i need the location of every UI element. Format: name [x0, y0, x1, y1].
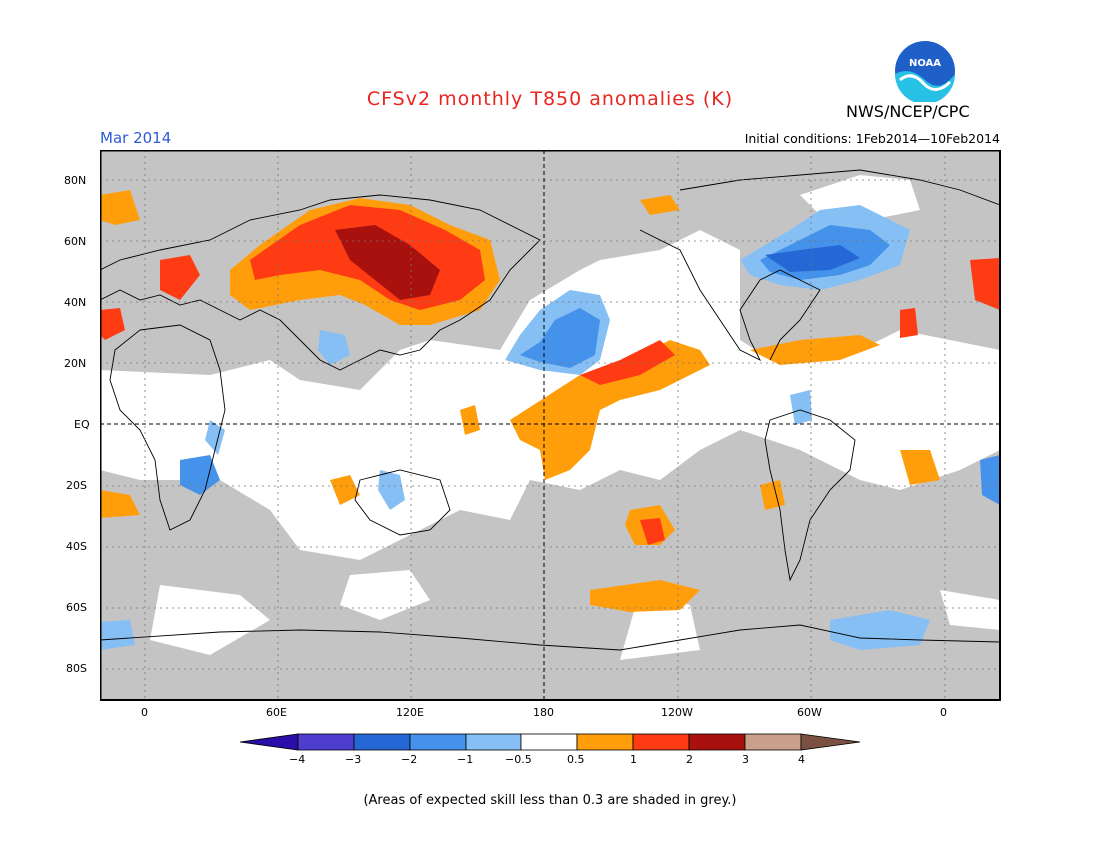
- chart-title: CFSv2 monthly T850 anomalies (K): [366, 88, 734, 110]
- positive-anomaly-regions: [100, 190, 1000, 612]
- colorbar-segment: [520, 733, 578, 751]
- colorbar-segment: [632, 733, 690, 751]
- colorbar-label: −4: [289, 753, 306, 766]
- lon-label: 0: [940, 706, 947, 719]
- lon-label: 60W: [797, 706, 822, 719]
- logo-text: NOAA: [909, 58, 941, 69]
- colorbar-label: −2: [401, 753, 418, 766]
- lat-label: 20N: [64, 357, 87, 370]
- lat-label: 40S: [66, 540, 87, 553]
- lon-label: 0: [141, 706, 148, 719]
- lat-label: 20S: [66, 479, 87, 492]
- colorbar-label: 2: [686, 753, 693, 766]
- colorbar-label: −1: [457, 753, 474, 766]
- initial-conditions: Initial conditions: 1Feb2014—10Feb2014: [744, 131, 1000, 146]
- skill-footnote: (Areas of expected skill less than 0.3 a…: [363, 793, 737, 808]
- equator-dateline: [100, 150, 1000, 700]
- lon-label: 120W: [661, 706, 693, 719]
- colorbar-label: 3: [742, 753, 749, 766]
- colorbar-segment: [800, 733, 861, 751]
- lon-label: 60E: [266, 706, 287, 719]
- colorbar-segment: [239, 733, 299, 751]
- colorbar-segment: [353, 733, 411, 751]
- negative-anomaly-regions: [100, 205, 1000, 650]
- colorbar-label: 1: [630, 753, 637, 766]
- lat-label: 40N: [64, 296, 87, 309]
- colorbar: [239, 733, 862, 757]
- lat-label: 80N: [64, 174, 87, 187]
- colorbar-label: −0.5: [505, 753, 532, 766]
- colorbar-segment: [688, 733, 746, 751]
- lon-label: 120E: [396, 706, 424, 719]
- colorbar-label: 4: [798, 753, 805, 766]
- colorbar-segment: [409, 733, 467, 751]
- map-frame: [99, 149, 1001, 701]
- agency-label: NWS/NCEP/CPC: [846, 102, 970, 121]
- colorbar-segment: [297, 733, 355, 751]
- colorbar-segment: [465, 733, 522, 751]
- grid-lines: [100, 150, 1000, 700]
- lat-label: EQ: [74, 418, 90, 431]
- lon-label: 180: [533, 706, 554, 719]
- colorbar-segment: [576, 733, 634, 751]
- forecast-month: Mar 2014: [100, 129, 172, 147]
- colorbar-segment: [744, 733, 802, 751]
- lat-label: 80S: [66, 662, 87, 675]
- lat-label: 60S: [66, 601, 87, 614]
- lat-label: 60N: [64, 235, 87, 248]
- colorbar-label: 0.5: [567, 753, 585, 766]
- coastlines: [100, 169, 1000, 651]
- noaa-logo-icon: NOAA: [894, 40, 956, 106]
- anomaly-map: [99, 149, 1001, 705]
- colorbar-label: −3: [345, 753, 362, 766]
